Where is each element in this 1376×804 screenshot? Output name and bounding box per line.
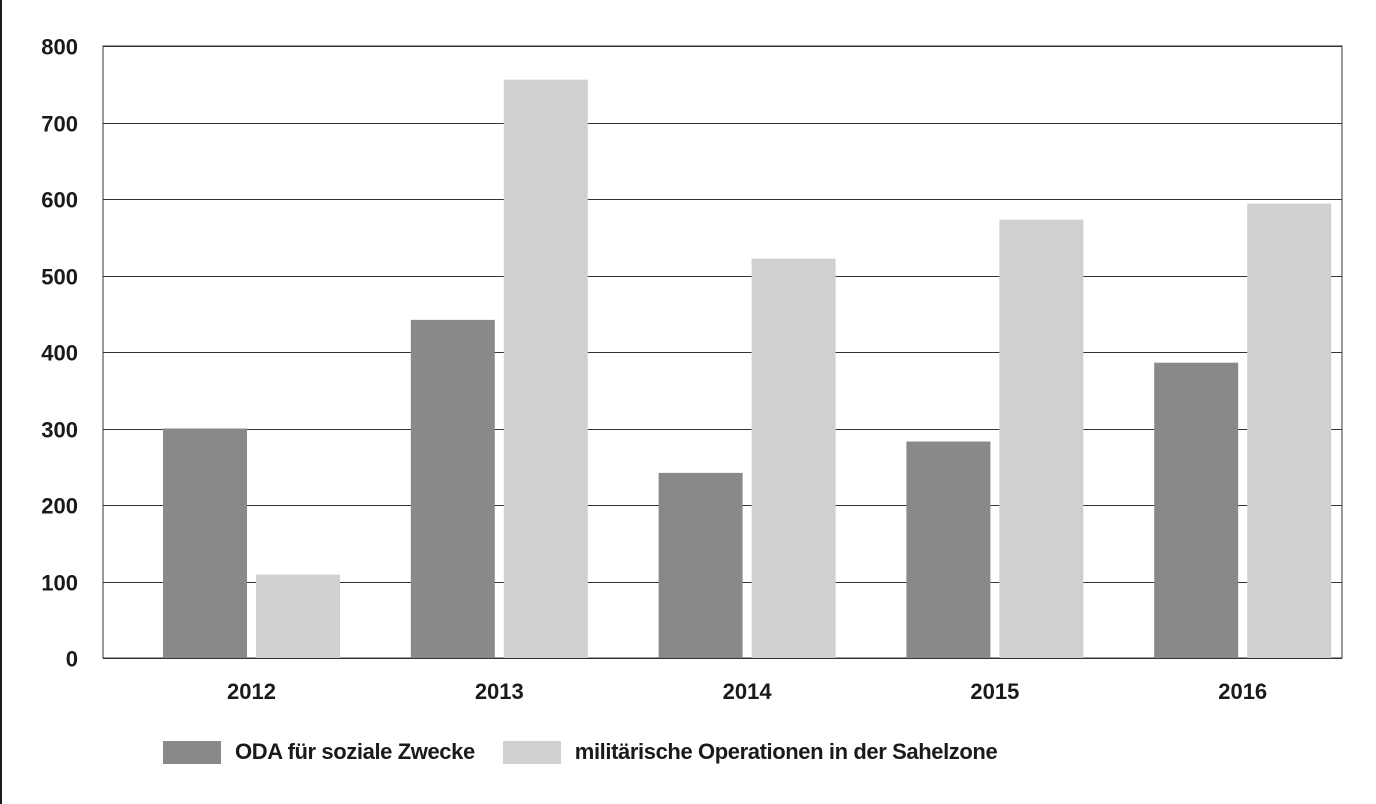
legend-item-military: militärische Operationen in der Sahelzon… xyxy=(502,739,998,765)
legend-label-military: militärische Operationen in der Sahelzon… xyxy=(574,739,998,764)
bar-oda-2013 xyxy=(410,319,495,658)
x-axis-tick-labels: 2012 2013 2014 2015 2016 xyxy=(227,679,1267,704)
legend-item-oda: ODA für soziale Zwecke xyxy=(163,739,475,765)
bar-military-2016 xyxy=(1247,203,1332,658)
legend-swatch-oda xyxy=(163,740,221,764)
bar-oda-2012 xyxy=(163,428,247,658)
x-tick-label: 2013 xyxy=(475,679,524,704)
y-tick-label: 500 xyxy=(41,265,78,290)
x-tick-label: 2016 xyxy=(1218,679,1267,704)
y-tick-label: 800 xyxy=(41,35,78,60)
bar-oda-2015 xyxy=(906,441,991,658)
y-tick-label: 700 xyxy=(41,112,78,137)
legend: ODA für soziale Zwecke militärische Oper… xyxy=(163,739,1025,765)
bar-military-2014 xyxy=(751,258,836,658)
legend-swatch-military xyxy=(502,740,561,764)
bar-oda-2014 xyxy=(658,472,743,658)
bar-military-2015 xyxy=(999,219,1084,658)
y-tick-label: 600 xyxy=(41,188,78,213)
y-tick-label: 300 xyxy=(41,418,78,443)
y-tick-label: 400 xyxy=(41,341,78,366)
x-tick-label: 2015 xyxy=(970,679,1019,704)
y-tick-label: 200 xyxy=(41,494,78,519)
x-tick-label: 2014 xyxy=(723,679,773,704)
y-axis-tick-labels: 0 100 200 300 400 500 600 700 800 xyxy=(41,35,78,672)
bar-military-2013 xyxy=(503,79,588,658)
bar-military-2012 xyxy=(256,574,340,658)
bar-oda-2016 xyxy=(1154,362,1239,658)
y-tick-label: 100 xyxy=(41,571,78,596)
y-tick-label: 0 xyxy=(66,647,78,672)
legend-label-oda: ODA für soziale Zwecke xyxy=(235,739,475,764)
bars xyxy=(163,79,1332,658)
x-tick-label: 2012 xyxy=(227,679,276,704)
